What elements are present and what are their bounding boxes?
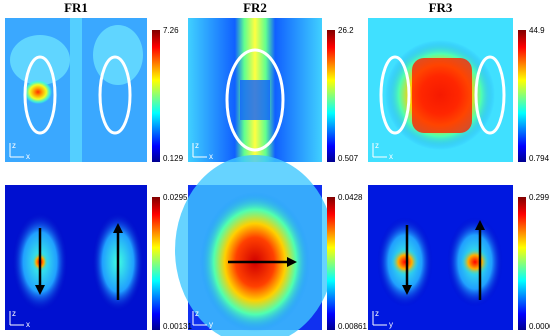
colorbar-min: 0.794	[529, 154, 550, 163]
axis-label: z	[195, 141, 199, 150]
panel-title: FR2	[243, 0, 267, 15]
colorbar	[518, 197, 526, 330]
axis-label: z	[12, 141, 16, 150]
axis-label: x	[26, 320, 30, 329]
colorbar-max: 0.0428	[338, 193, 363, 202]
panel-title: FR3	[429, 0, 453, 15]
colorbar-min: 0.00131	[163, 322, 192, 331]
colorbar-max: 7.26	[163, 26, 179, 35]
panel-title: FR1	[64, 0, 88, 15]
axis-label: z	[375, 309, 379, 318]
colorbar	[327, 30, 335, 162]
field-map	[5, 185, 147, 330]
axis-label: z	[12, 309, 16, 318]
axis-label: y	[209, 320, 213, 329]
axis-label: z	[375, 141, 379, 150]
field-map	[5, 18, 147, 162]
colorbar	[327, 197, 335, 330]
colorbar-max: 26.2	[338, 26, 354, 35]
colorbar-max: 0.0295	[163, 193, 188, 202]
colorbar-max: 44.9	[529, 26, 545, 35]
axis-label: x	[209, 152, 213, 161]
field-map	[175, 155, 335, 336]
colorbar	[518, 30, 526, 162]
axis-label: x	[389, 152, 393, 161]
colorbar	[152, 30, 160, 162]
colorbar	[152, 197, 160, 330]
colorbar-min: 0.00861	[338, 322, 367, 331]
axis-label: y	[389, 320, 393, 329]
axis-label: x	[26, 152, 30, 161]
colorbar-min: 0.507	[338, 154, 359, 163]
field-map	[188, 18, 322, 162]
field-map	[368, 18, 513, 162]
field-map	[368, 185, 513, 330]
colorbar-min: 0.000664	[529, 322, 550, 331]
colorbar-max: 0.299	[529, 193, 550, 202]
colorbar-min: 0.129	[163, 154, 184, 163]
axis-label: z	[195, 309, 199, 318]
